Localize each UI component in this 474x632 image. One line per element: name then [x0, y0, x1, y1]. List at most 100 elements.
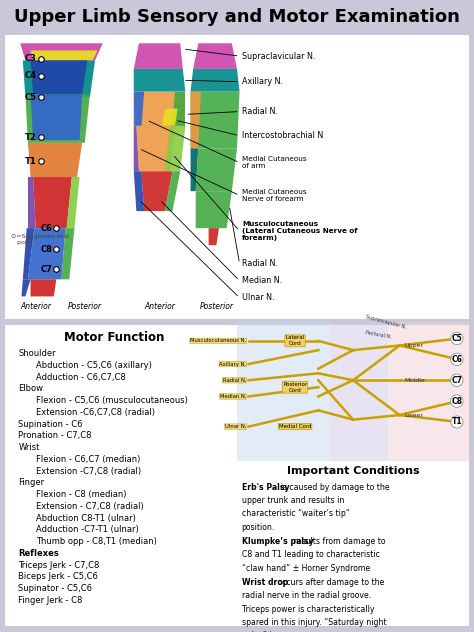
Text: Klumpke’s palsy: Klumpke’s palsy: [242, 537, 313, 546]
Text: Posterior: Posterior: [68, 302, 102, 311]
Polygon shape: [134, 126, 139, 171]
Text: is caused by damage to the: is caused by damage to the: [278, 483, 390, 492]
Text: C8 and T1 leading to characteristic: C8 and T1 leading to characteristic: [242, 550, 380, 559]
Polygon shape: [191, 92, 201, 149]
Text: T1: T1: [452, 418, 462, 427]
Text: spared in this injury. “Saturday night: spared in this injury. “Saturday night: [242, 618, 386, 627]
Text: Adduction - C6,C7,C8: Adduction - C6,C7,C8: [36, 372, 126, 382]
Polygon shape: [209, 228, 219, 245]
Text: Reflexes: Reflexes: [18, 549, 59, 558]
Text: Elbow: Elbow: [18, 384, 44, 393]
FancyBboxPatch shape: [3, 33, 471, 320]
Polygon shape: [134, 69, 185, 92]
Polygon shape: [21, 279, 30, 296]
Text: Medial Cord: Medial Cord: [279, 424, 311, 429]
Polygon shape: [134, 43, 183, 69]
Polygon shape: [165, 171, 180, 211]
Text: Median N.: Median N.: [242, 276, 283, 285]
Text: C6: C6: [451, 355, 462, 364]
Text: ⊙=Suggested test
   point: ⊙=Suggested test point: [11, 234, 69, 245]
Polygon shape: [30, 61, 87, 94]
Text: Suprascapular N.: Suprascapular N.: [365, 315, 407, 331]
Text: Upper Limb Sensory and Motor Examination: Upper Limb Sensory and Motor Examination: [14, 8, 460, 27]
Text: C3: C3: [25, 54, 37, 63]
Text: Axillary N.: Axillary N.: [219, 362, 246, 367]
Polygon shape: [173, 92, 185, 126]
Text: Median N.: Median N.: [220, 394, 246, 399]
Polygon shape: [26, 94, 90, 143]
Text: C7: C7: [41, 265, 53, 274]
Polygon shape: [137, 126, 175, 171]
Text: Thumb opp - C8,T1 (median): Thumb opp - C8,T1 (median): [36, 537, 157, 546]
FancyBboxPatch shape: [0, 320, 474, 632]
Text: Medial Cutaneous
of arm: Medial Cutaneous of arm: [242, 156, 307, 169]
Text: “claw hand” ± Horner Syndrome: “claw hand” ± Horner Syndrome: [242, 564, 370, 573]
Text: Lower: Lower: [404, 413, 423, 418]
Polygon shape: [28, 228, 65, 279]
Text: palsy” is a common cause.: palsy” is a common cause.: [242, 631, 347, 632]
Polygon shape: [191, 92, 239, 149]
Polygon shape: [388, 322, 469, 461]
Text: Triceps Jerk - C7,C8: Triceps Jerk - C7,C8: [18, 561, 100, 569]
Polygon shape: [20, 43, 103, 61]
Text: Adduction -C7-T1 (ulnar): Adduction -C7-T1 (ulnar): [36, 525, 139, 534]
Text: Triceps power is characteristically: Triceps power is characteristically: [242, 605, 374, 614]
Polygon shape: [134, 92, 144, 126]
Polygon shape: [330, 322, 388, 461]
Text: Abduction C8-T1 (ulnar): Abduction C8-T1 (ulnar): [36, 514, 136, 523]
Polygon shape: [196, 149, 237, 191]
Text: results from damage to: results from damage to: [292, 537, 386, 546]
Text: Motor Function: Motor Function: [64, 331, 164, 344]
Polygon shape: [162, 109, 178, 126]
Polygon shape: [134, 92, 185, 126]
Polygon shape: [165, 126, 185, 171]
Text: Radial N.: Radial N.: [223, 378, 246, 383]
Text: Important Conditions: Important Conditions: [287, 466, 419, 476]
Text: C7: C7: [451, 376, 462, 385]
Text: upper trunk and results in: upper trunk and results in: [242, 496, 344, 505]
Text: Shoulder: Shoulder: [18, 349, 56, 358]
Text: C4: C4: [25, 71, 37, 80]
Text: Axillary N.: Axillary N.: [242, 77, 283, 86]
Polygon shape: [237, 322, 330, 461]
Text: Wrist: Wrist: [18, 443, 40, 452]
Text: Extension -C6,C7,C8 (radial): Extension -C6,C7,C8 (radial): [36, 408, 155, 416]
Text: Anterior: Anterior: [20, 302, 51, 311]
Text: radial nerve in the radial groove.: radial nerve in the radial groove.: [242, 592, 371, 600]
Polygon shape: [23, 61, 95, 97]
Polygon shape: [23, 228, 35, 279]
Text: Pronation - C7,C8: Pronation - C7,C8: [18, 431, 92, 441]
Polygon shape: [134, 171, 144, 211]
Polygon shape: [193, 43, 237, 69]
Text: Extension - C7,C8 (radial): Extension - C7,C8 (radial): [36, 502, 144, 511]
Polygon shape: [28, 143, 82, 177]
Text: Flexion - C5,C6 (musculocutaneous): Flexion - C5,C6 (musculocutaneous): [36, 396, 188, 405]
Text: Intercostobrachial N: Intercostobrachial N: [242, 131, 323, 140]
Text: Finger Jerk - C8: Finger Jerk - C8: [18, 596, 83, 605]
Text: Ulnar N.: Ulnar N.: [242, 293, 274, 302]
Text: Supination - C6: Supination - C6: [18, 420, 83, 428]
Text: Flexion - C8 (median): Flexion - C8 (median): [36, 490, 127, 499]
Text: Anterior: Anterior: [144, 302, 175, 311]
Text: C5: C5: [25, 93, 37, 102]
Text: Musculocutaneous
(Lateral Cutaneous Nerve of
forearm): Musculocutaneous (Lateral Cutaneous Nerv…: [242, 221, 358, 241]
Polygon shape: [191, 149, 198, 191]
Text: Middle: Middle: [404, 378, 425, 383]
Text: occurs after damage to the: occurs after damage to the: [275, 578, 384, 587]
Text: C5: C5: [452, 334, 462, 343]
Text: Musculocutaneous N.: Musculocutaneous N.: [190, 338, 246, 343]
Text: Finger: Finger: [18, 478, 45, 487]
Text: Posterior
Cord: Posterior Cord: [283, 382, 307, 392]
Polygon shape: [28, 177, 36, 228]
Polygon shape: [196, 191, 232, 228]
Text: Pectoral N.: Pectoral N.: [365, 330, 392, 339]
Text: Flexion - C6,C7 (median): Flexion - C6,C7 (median): [36, 455, 141, 464]
Text: Erb's Palsy: Erb's Palsy: [242, 483, 289, 492]
Polygon shape: [30, 94, 82, 140]
Text: Supraclavicular N.: Supraclavicular N.: [242, 52, 316, 61]
Text: characteristic “waiter’s tip”: characteristic “waiter’s tip”: [242, 509, 349, 518]
Text: C8: C8: [451, 397, 462, 406]
Text: C8: C8: [41, 245, 53, 254]
Text: Radial N.: Radial N.: [242, 259, 278, 268]
Text: C6: C6: [40, 224, 53, 233]
